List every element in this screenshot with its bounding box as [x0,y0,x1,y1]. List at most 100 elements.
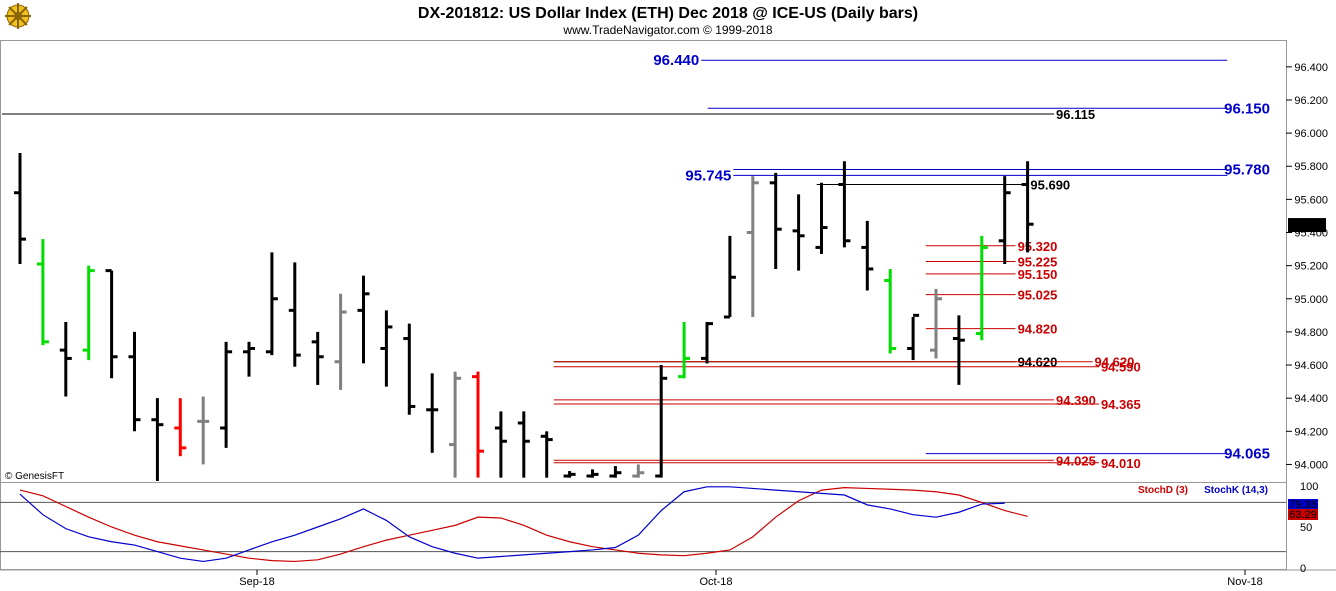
level-label: 94.390 [1056,393,1096,408]
ohlc-bar [517,411,530,478]
indicator-tick-label: 50 [1300,522,1312,534]
ohlc-bar [632,464,645,478]
y-tick-label: 95.800 [1294,161,1328,173]
ohlc-bar [563,471,576,478]
ohlc-bar [792,194,805,271]
y-tick-label: 95.000 [1294,294,1328,306]
price-levels: 96.440 96.150 96.115 95.780 95.745 95.690 95.3… [2,52,1270,471]
ohlc-bar [197,396,210,465]
level-label: 95.690 [1030,177,1070,192]
ohlc-bar [426,373,439,453]
ohlc-bar [723,235,736,319]
ohlc-bar [128,331,141,432]
ohlc-bar [861,220,874,291]
y-tick-label: 94.600 [1294,360,1328,372]
ohlc-bar [655,365,668,478]
chart-subtitle: www.TradeNavigator.com © 1999-2018 [562,23,772,37]
time-axis: Sep-18 Oct-18 Nov-18 [239,570,1263,588]
level-label: 95.150 [1018,267,1058,282]
ohlc-bar [1021,161,1034,253]
ohlc-bar [449,371,462,478]
ohlc-bar [701,321,713,364]
level-label: 95.025 [1018,288,1058,303]
legend-stoch-k: StochK (14,3) [1204,485,1268,496]
ohlc-bar [151,398,164,481]
ohlc-bar [952,315,965,385]
x-tick-label: Nov-18 [1227,576,1262,588]
y-tick-label: 96.200 [1294,95,1328,107]
ohlc-bar [105,269,118,379]
ohlc-bar [59,321,72,397]
y-tick-label: 94.200 [1294,426,1328,438]
ohlc-bar [403,323,416,415]
ohlc-bar [220,341,233,448]
copyright-label: © GenesisFT [5,471,64,482]
ohlc-bar [815,182,828,255]
y-tick-label: 95.600 [1294,194,1328,206]
level-label: 94.010 [1101,456,1141,471]
stoch-d-line [19,487,1028,563]
level-label: 94.820 [1018,322,1058,337]
level-label: 94.065 [1224,446,1270,463]
level-label: 96.115 [1056,107,1095,122]
level-label: 95.320 [1018,239,1058,254]
stoch-k-last-value: 79.38 [1289,499,1317,511]
price-axis: 96.40096.20096.00095.80095.60095.40095.2… [1286,62,1328,471]
ohlc-bar [586,469,599,478]
ohlc-bar [494,411,507,478]
ohlc-bar [678,321,691,379]
indicator-pane [0,482,1287,570]
level-label: 96.440 [653,52,699,69]
ohlc-bar [288,262,301,367]
ohlc-bar [265,252,278,356]
ohlc-bar [930,288,942,359]
ohlc-bar [609,466,622,478]
level-label: 94.365 [1101,397,1141,412]
y-tick-label: 94.400 [1294,393,1328,405]
y-tick-label: 94.800 [1294,327,1328,339]
ohlc-bar [472,371,484,478]
ohlc-bar [174,398,187,457]
ohlc-bar [998,176,1011,264]
indicator-tick-label: 100 [1300,481,1318,493]
indicator-tick-label: 0 [1300,563,1306,575]
ship-wheel-icon [5,3,31,29]
ohlc-bar [838,161,851,248]
ohlc-bar [82,265,95,361]
y-tick-label: 94.000 [1294,459,1328,471]
last-price-label: 95.445 [1290,220,1324,232]
ohlc-bar [243,341,255,377]
ohlc-bar [357,275,370,364]
ohlc-bars [14,152,1034,481]
ohlc-bar [311,331,324,385]
x-tick-label: Sep-18 [239,576,274,588]
level-label: 94.025 [1056,453,1096,468]
stoch-k-line [19,486,1005,563]
level-label: 95.745 [685,167,731,184]
ohlc-bar [975,235,988,341]
y-tick-label: 96.400 [1294,62,1328,74]
ohlc-bar [907,313,920,361]
stoch-d-last-value: 63.29 [1289,509,1317,521]
level-label: 94.590 [1101,360,1141,375]
level-label: 95.780 [1224,162,1270,179]
x-tick-label: Oct-18 [699,576,732,588]
y-tick-label: 96.000 [1294,128,1328,140]
ohlc-bar [746,176,759,317]
level-label: 96.150 [1224,100,1270,117]
level-label: 94.620 [1095,355,1135,370]
ohlc-bar [884,268,897,354]
ohlc-bar [14,152,26,264]
legend-stoch-d: StochD (3) [1138,485,1188,496]
chart-header: DX-201812: US Dollar Index (ETH) Dec 201… [5,3,918,37]
level-label: 95.225 [1018,255,1058,270]
ohlc-bar [540,431,553,478]
ohlc-bar [769,172,782,269]
stochastic-lines [19,486,1028,563]
ohlc-bar [36,239,49,346]
last-price-marker: 95.445 [1288,218,1326,233]
chart-title: DX-201812: US Dollar Index (ETH) Dec 201… [418,5,918,22]
y-tick-label: 95.200 [1294,261,1328,273]
